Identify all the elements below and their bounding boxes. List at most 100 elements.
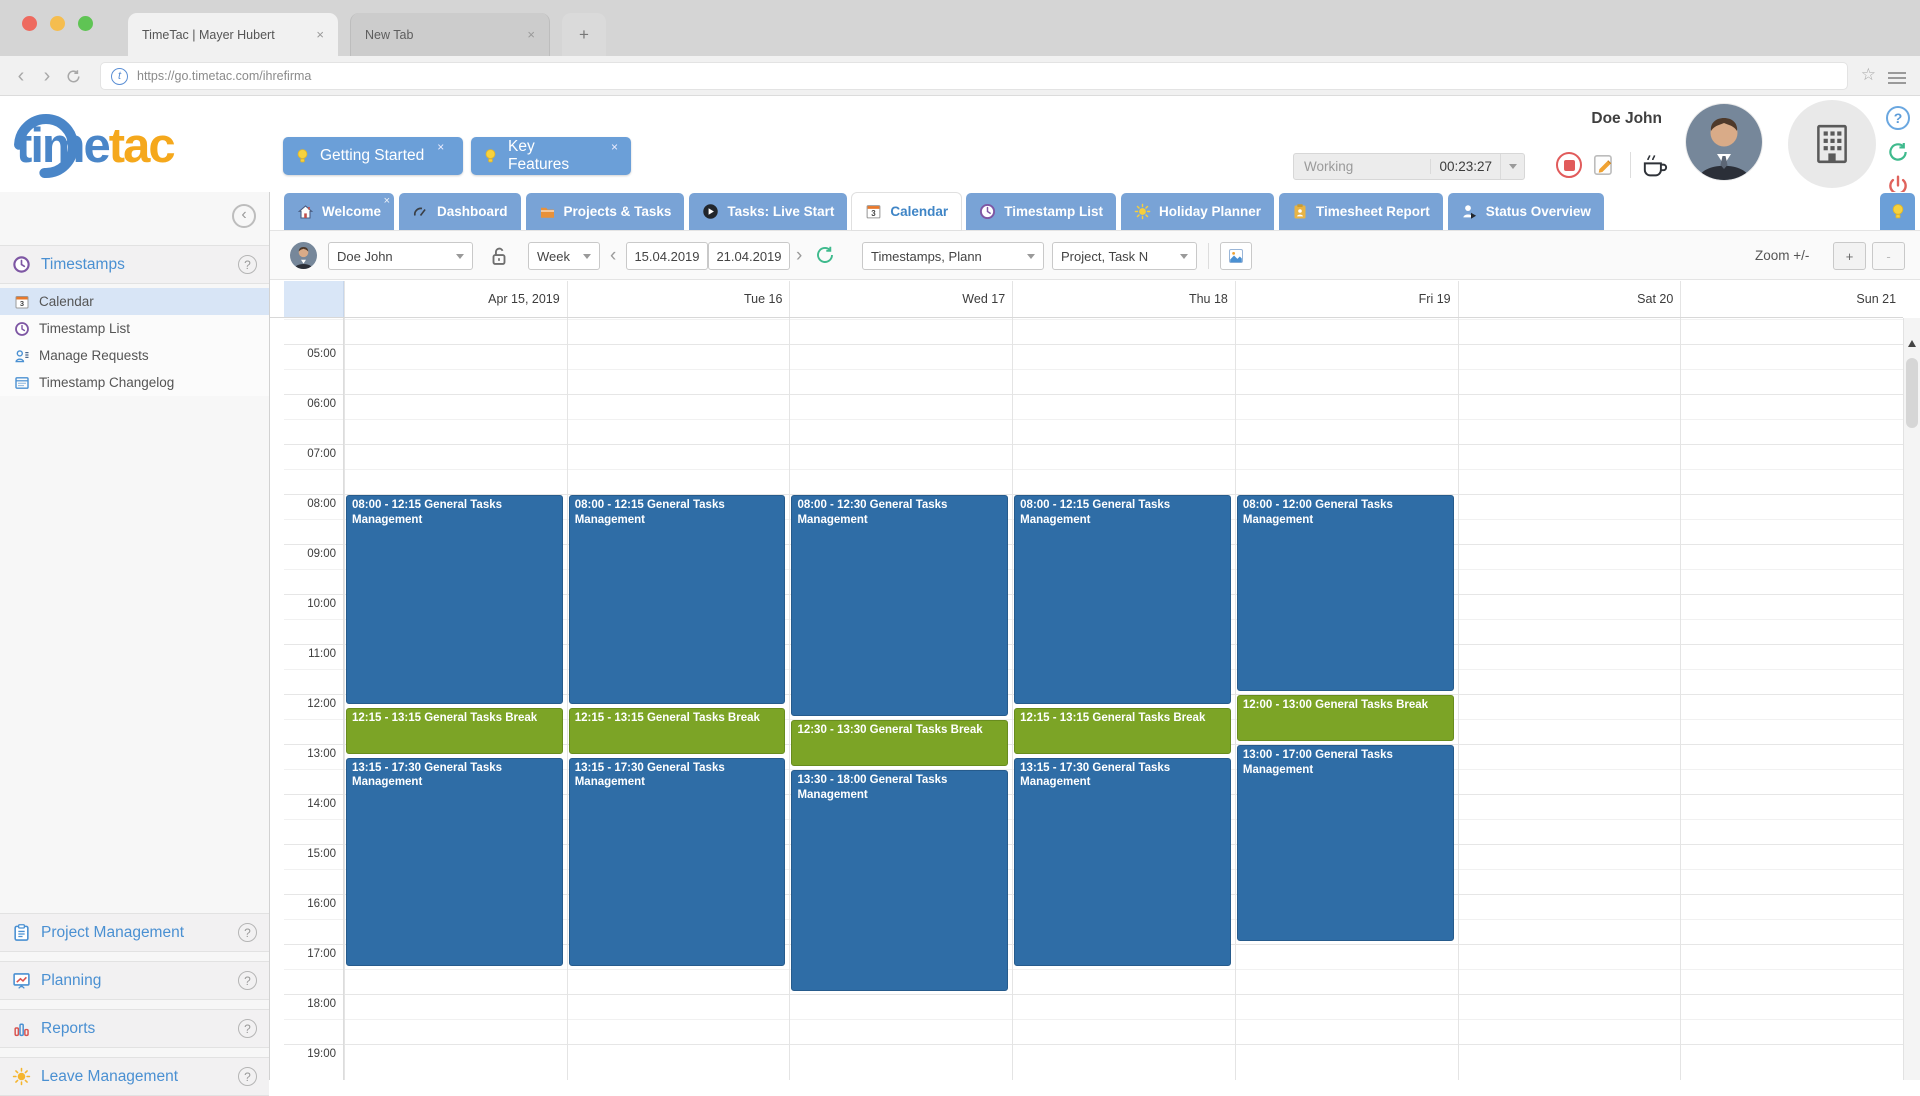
day-column-wed[interactable]: 08:00 - 12:30 General Tasks Management 12… bbox=[789, 318, 1013, 1080]
back-button[interactable]: ‹ bbox=[17, 64, 25, 87]
calendar-event[interactable]: 08:00 - 12:15 General Tasks Management bbox=[568, 495, 786, 704]
calendar-event[interactable]: 12:15 - 13:15 General Tasks Break bbox=[1014, 707, 1231, 754]
tab-welcome[interactable]: Welcome × bbox=[284, 193, 395, 230]
sidebar-item-timestamp-list[interactable]: Timestamp List bbox=[0, 315, 269, 342]
sidebar-item-timestamp-changelog[interactable]: Timestamp Changelog bbox=[0, 369, 269, 396]
day-header-wed[interactable]: Wed 17 bbox=[789, 281, 1012, 317]
tab-timestamp-list[interactable]: Timestamp List bbox=[966, 193, 1116, 230]
calendar-event[interactable]: 08:00 - 12:30 General Tasks Management bbox=[791, 495, 1009, 716]
display-type-select[interactable]: Timestamps, Plann bbox=[862, 242, 1044, 270]
day-header-fri[interactable]: Fri 19 bbox=[1234, 281, 1458, 317]
day-column-mon[interactable]: 08:00 - 12:15 General Tasks Management 12… bbox=[344, 318, 567, 1080]
new-tab-button[interactable]: + bbox=[562, 13, 606, 56]
zoom-out-button[interactable]: - bbox=[1872, 242, 1905, 270]
break-coffee-icon[interactable] bbox=[1640, 152, 1670, 184]
calendar-event[interactable]: 08:00 - 12:00 General Tasks Management bbox=[1236, 495, 1454, 691]
calendar-event[interactable]: 08:00 - 12:15 General Tasks Management bbox=[346, 495, 563, 704]
day-column-tue[interactable]: 08:00 - 12:15 General Tasks Management 12… bbox=[566, 318, 790, 1080]
day-header-tue[interactable]: Tue 16 bbox=[566, 281, 790, 317]
browser-tab-timetac[interactable]: TimeTac | Mayer Hubert × bbox=[128, 13, 338, 56]
stop-tracking-button[interactable] bbox=[1556, 152, 1582, 178]
tab-status-overview[interactable]: Status Overview bbox=[1447, 193, 1604, 230]
view-mode-select[interactable]: Week bbox=[528, 242, 600, 270]
day-header-mon[interactable]: Apr 15, 2019 bbox=[344, 281, 567, 317]
key-features-button[interactable]: Key Features × bbox=[471, 137, 631, 175]
tab-holiday-planner[interactable]: Holiday Planner bbox=[1120, 193, 1274, 230]
refresh-calendar-icon[interactable] bbox=[814, 244, 836, 272]
sidebar-section-timestamps[interactable]: Timestamps ? bbox=[0, 245, 269, 284]
zoom-in-button[interactable]: + bbox=[1833, 242, 1866, 270]
sidebar-section-planning[interactable]: Planning ? bbox=[0, 961, 269, 1000]
next-week-button[interactable]: › bbox=[796, 245, 803, 266]
scrollbar-thumb[interactable] bbox=[1906, 358, 1918, 428]
sidebar-collapse-button[interactable]: ‹ bbox=[232, 204, 256, 228]
tab-dashboard[interactable]: Dashboard bbox=[399, 193, 521, 230]
note-edit-icon[interactable] bbox=[1592, 152, 1616, 183]
calendar-event[interactable]: 12:30 - 13:30 General Tasks Break bbox=[791, 720, 1009, 766]
sidebar-section-project-management[interactable]: Project Management ? bbox=[0, 913, 269, 952]
window-close-button[interactable] bbox=[22, 16, 37, 31]
date-from-field[interactable]: 15.04.2019 bbox=[626, 242, 708, 270]
calendar-event[interactable]: 13:30 - 18:00 General Tasks Management bbox=[791, 770, 1009, 991]
scroll-up-arrow[interactable] bbox=[1908, 340, 1916, 347]
active-task-timer[interactable]: Working 00:23:27 bbox=[1293, 153, 1525, 180]
help-icon[interactable]: ? bbox=[238, 1067, 257, 1086]
bookmark-star-icon[interactable]: ☆ bbox=[1860, 65, 1876, 84]
vertical-scrollbar[interactable] bbox=[1903, 318, 1920, 1080]
close-icon[interactable]: × bbox=[437, 140, 445, 154]
sidebar-item-manage-requests[interactable]: Manage Requests bbox=[0, 342, 269, 369]
tips-lightbulb-button[interactable] bbox=[1880, 193, 1915, 230]
calendar-event[interactable]: 13:15 - 17:30 General Tasks Management bbox=[1014, 757, 1231, 966]
help-icon[interactable]: ? bbox=[238, 923, 257, 942]
calendar-event[interactable]: 12:15 - 13:15 General Tasks Break bbox=[568, 707, 786, 754]
day-header-sat[interactable]: Sat 20 bbox=[1457, 281, 1681, 317]
address-bar[interactable]: t https://go.timetac.com/ihrefirma bbox=[100, 62, 1848, 90]
browser-tab-newtab[interactable]: New Tab × bbox=[350, 13, 550, 56]
tab-close-icon[interactable]: × bbox=[316, 27, 324, 42]
close-icon[interactable]: × bbox=[610, 140, 618, 154]
show-avatars-button[interactable] bbox=[1220, 242, 1252, 270]
user-select[interactable]: Doe John bbox=[328, 242, 473, 270]
day-column-sat[interactable] bbox=[1457, 318, 1681, 1080]
calendar-event[interactable]: 12:15 - 13:15 General Tasks Break bbox=[346, 707, 563, 754]
calendar-event[interactable]: 13:15 - 17:30 General Tasks Management bbox=[568, 757, 786, 966]
help-icon[interactable]: ? bbox=[238, 1019, 257, 1038]
time-label: 06:00 bbox=[307, 398, 336, 410]
day-column-fri[interactable]: 08:00 - 12:00 General Tasks Management 12… bbox=[1234, 318, 1458, 1080]
day-column-sun[interactable] bbox=[1680, 318, 1904, 1080]
sidebar-section-reports[interactable]: Reports ? bbox=[0, 1009, 269, 1048]
tab-tasks-live-start[interactable]: Tasks: Live Start bbox=[689, 193, 848, 230]
tab-close-icon[interactable]: × bbox=[527, 27, 535, 42]
window-minimize-button[interactable] bbox=[50, 16, 65, 31]
timer-dropdown-icon[interactable] bbox=[1500, 154, 1524, 179]
help-icon[interactable]: ? bbox=[1884, 104, 1912, 132]
browser-menu-icon[interactable] bbox=[1888, 69, 1906, 87]
prev-week-button[interactable]: ‹ bbox=[610, 245, 617, 266]
calendar-event[interactable]: 08:00 - 12:15 General Tasks Management bbox=[1014, 495, 1231, 704]
day-column-thu[interactable]: 08:00 - 12:15 General Tasks Management 12… bbox=[1012, 318, 1235, 1080]
getting-started-button[interactable]: Getting Started × bbox=[283, 137, 463, 175]
date-to-field[interactable]: 21.04.2019 bbox=[708, 242, 790, 270]
calendar-event[interactable]: 13:00 - 17:00 General Tasks Management bbox=[1236, 745, 1454, 941]
tab-timesheet-report[interactable]: Timesheet Report bbox=[1279, 193, 1443, 230]
window-maximize-button[interactable] bbox=[78, 16, 93, 31]
sidebar-section-leave-management[interactable]: Leave Management ? bbox=[0, 1057, 269, 1096]
company-account-button[interactable] bbox=[1788, 100, 1876, 188]
sidebar-item-label: Timestamp List bbox=[39, 321, 131, 336]
forward-button[interactable]: › bbox=[43, 64, 51, 87]
reload-icon[interactable] bbox=[60, 56, 86, 96]
label-format-select[interactable]: Project, Task N bbox=[1052, 242, 1197, 270]
user-avatar[interactable] bbox=[1686, 104, 1762, 180]
unlock-icon[interactable] bbox=[488, 244, 510, 272]
tab-calendar[interactable]: 3 Calendar bbox=[852, 193, 962, 230]
help-icon[interactable]: ? bbox=[238, 255, 257, 274]
calendar-event[interactable]: 13:15 - 17:30 General Tasks Management bbox=[346, 757, 563, 966]
refresh-icon[interactable] bbox=[1884, 138, 1912, 166]
day-header-sun[interactable]: Sun 21 bbox=[1680, 281, 1903, 317]
help-icon[interactable]: ? bbox=[238, 971, 257, 990]
sidebar-item-calendar[interactable]: 3 Calendar bbox=[0, 288, 269, 315]
day-header-thu[interactable]: Thu 18 bbox=[1012, 281, 1235, 317]
tab-projects-tasks[interactable]: Projects & Tasks bbox=[525, 193, 685, 230]
calendar-event[interactable]: 12:00 - 13:00 General Tasks Break bbox=[1236, 695, 1454, 741]
tab-close-icon[interactable]: × bbox=[383, 195, 391, 207]
